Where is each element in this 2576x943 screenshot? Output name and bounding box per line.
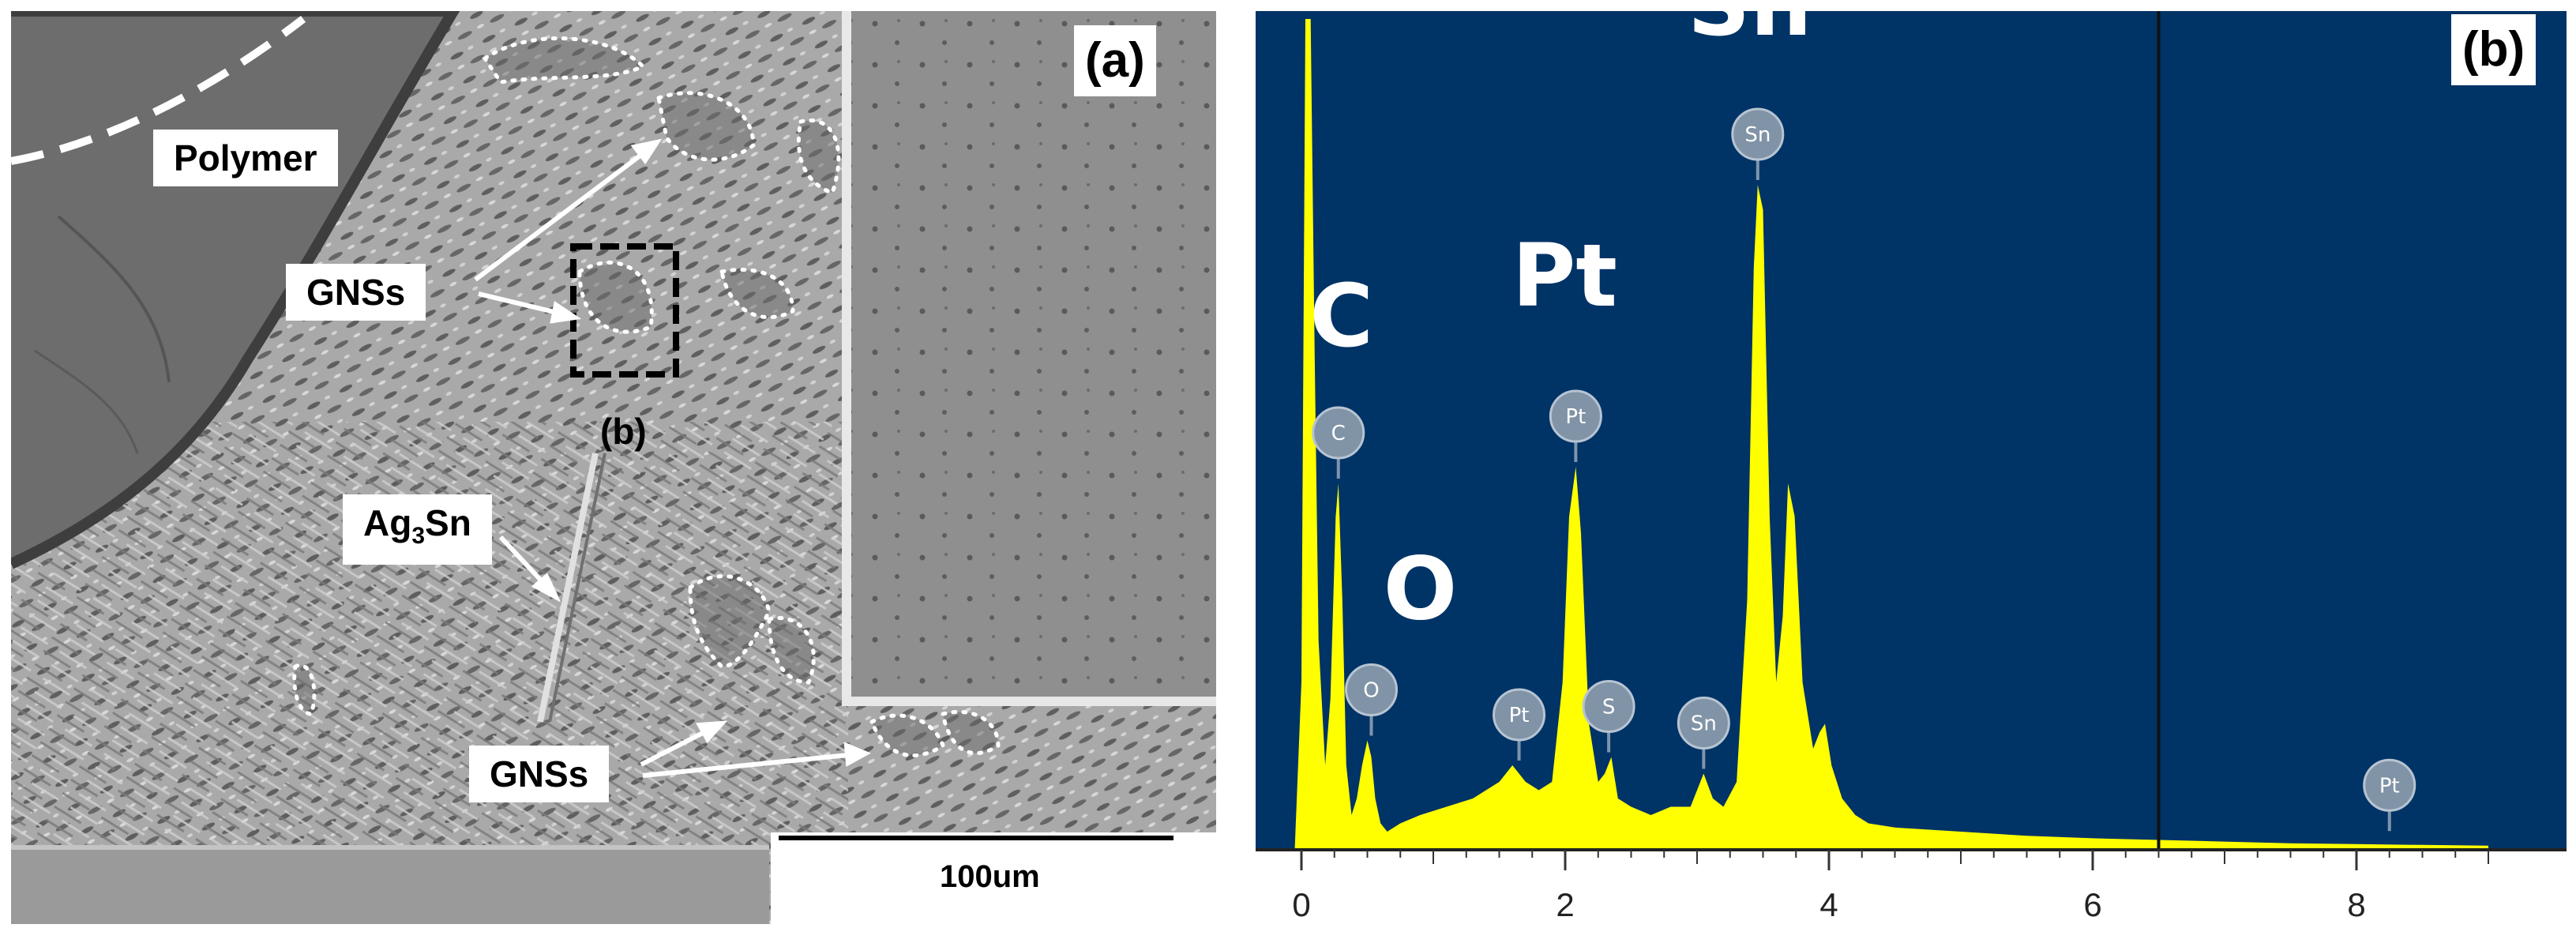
peak-marker-chip [1677,697,1730,750]
peak-marker-chip [1731,107,1785,161]
gns-outline [688,574,772,669]
peak-marker-pt: Pt [2363,758,2416,832]
arrow-gns-3 [640,729,708,767]
x-axis: 0 2 4 6 8 [1256,848,2567,923]
peak-marker-chip [1549,389,1602,443]
peak-marker-chip-text: S [1602,696,1616,719]
ag3sn-subscript: 3 [411,523,426,550]
peak-marker-c: C [1312,406,1365,479]
peak-marker-chip-text: Sn [1744,123,1771,147]
spectrum-layer [1294,11,2488,848]
gns-outline [577,261,654,334]
peak-marker-chip [1582,680,1635,733]
peak-marker-s: S [1582,680,1635,753]
element-label-o: O [1384,539,1458,640]
ag3sn-suffix: Sn [425,502,471,543]
peak-marker-sn: Sn [1731,107,1785,180]
peak-marker-chip-text: Pt [1565,405,1586,429]
gns-outline [482,36,647,85]
gns-outline [941,709,1001,755]
eds-spectrum-chart: C C O O Pt Pt Sn Sn Pt S Sn Pt 0 2 4 6 8 [1256,11,2567,923]
gns-outline [719,267,795,320]
element-label-pt: Pt [1512,225,1617,326]
scale-bar-label: 100um [940,859,1040,894]
gns-outline [796,118,841,196]
inset-marker-label: (b) [600,411,647,452]
peak-marker-sn: Sn [1677,697,1730,769]
gns-label-top: GNSs [286,264,426,321]
ag3sn-label: Ag3Sn [343,494,492,565]
peak-marker-chip-text: Pt [1509,704,1530,727]
peak-marker-chip [2363,758,2416,812]
polymer-label: Polymer [153,130,338,186]
sem-panel: (a) Polymer GNSs (b) Ag3Sn GNSs 100um [11,11,1216,924]
x-tick-label: 4 [1819,886,1838,923]
arrow-gns-1 [474,152,643,282]
arrow-gns-4 [642,753,849,778]
peak-marker-chip-text: Sn [1691,712,1717,736]
peak-marker-chip-text: Pt [2379,774,2400,798]
peak-marker-chip [1493,688,1546,742]
gns-outline [292,663,317,716]
peak-marker-pt: Pt [1549,389,1602,462]
element-label-sn: Sn [1688,11,1812,55]
panel-a-tag: (a) [1074,25,1156,96]
plot-background [1256,11,2567,848]
x-tick-label: 6 [2083,886,2101,923]
peak-marker-chip [1312,406,1365,460]
gns-outline [767,616,816,685]
x-tick-label: 0 [1292,886,1310,923]
element-label-c: C [1309,265,1373,366]
peak-marker-chip-text: O [1363,679,1379,703]
gns-label-bottom: GNSs [469,746,610,802]
peak-marker-o: O [1345,663,1399,736]
peak-marker-chip [1345,663,1399,716]
gns-outline [656,91,756,162]
eds-spectrum-panel: C C O O Pt Pt Sn Sn Pt S Sn Pt 0 2 4 6 8 (b) [1256,11,2567,935]
scale-bar [779,836,1173,840]
ag3sn-prefix: Ag [363,502,412,543]
peak-marker-pt: Pt [1493,688,1546,761]
peak-labels-layer: C C O O Pt Pt Sn Sn Pt S Sn Pt [1309,11,2416,832]
panel-b-tag: (b) [2451,14,2537,85]
x-tick-label: 8 [2347,886,2365,923]
arrow-ag3sn [498,535,547,587]
gns-outline [869,713,945,757]
x-tick-label: 2 [1556,886,1574,923]
peak-marker-chip-text: C [1331,422,1346,445]
sem-micrograph [11,11,1216,924]
arrow-gns-2 [478,291,558,315]
inset-marker-box [570,243,679,378]
scale-bar-background [771,832,1216,924]
